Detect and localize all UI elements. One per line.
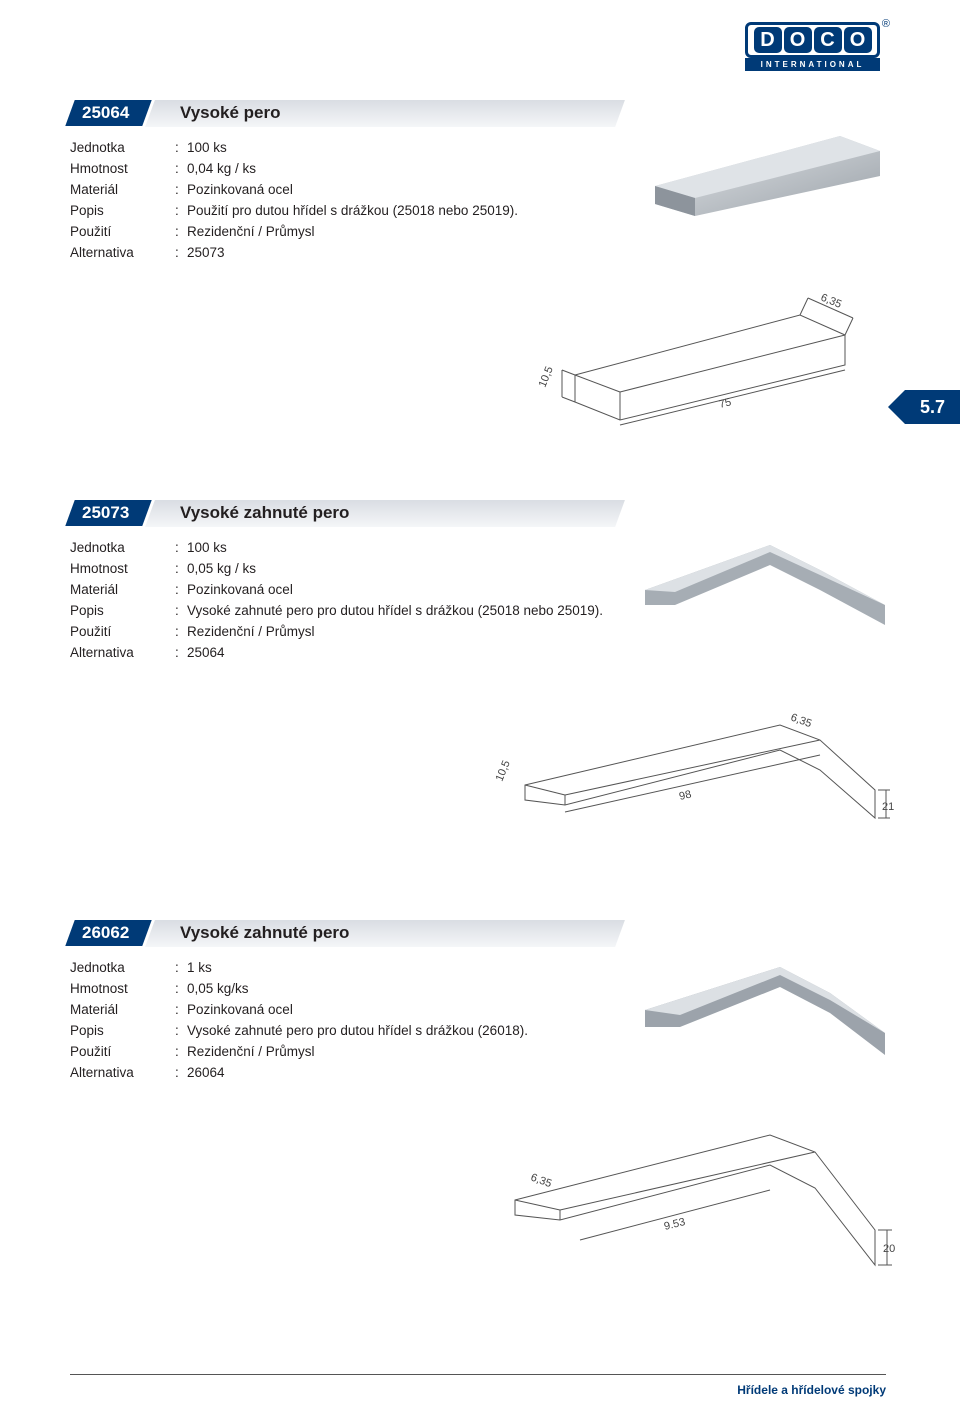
section-header: 26062 Vysoké zahnuté pero: [70, 920, 890, 950]
product-photo: [640, 955, 890, 1070]
spec-value: 25064: [187, 643, 890, 664]
product-code: 25064: [82, 103, 129, 123]
spec-label: Popis: [70, 1021, 175, 1042]
spec-label: Popis: [70, 201, 175, 222]
logo-letter: O: [844, 27, 872, 53]
footer-divider: [70, 1374, 886, 1375]
spec-label: Materiál: [70, 1000, 175, 1021]
dim-width: 6,35: [529, 1172, 553, 1191]
spec-label: Hmotnost: [70, 159, 175, 180]
technical-drawing: 10,5 6,35 75: [520, 280, 880, 435]
spec-label: Hmotnost: [70, 979, 175, 1000]
footer-category: Hřídele a hřídelové spojky: [737, 1383, 886, 1397]
spec-row: Alternativa:25073: [70, 243, 890, 264]
spec-row: Alternativa:25064: [70, 643, 890, 664]
product-title: Vysoké zahnuté pero: [180, 923, 349, 943]
dim-end: 21: [882, 801, 894, 813]
spec-label: Použití: [70, 1042, 175, 1063]
spec-label: Alternativa: [70, 643, 175, 664]
page-side-tab: 5.7: [905, 390, 960, 424]
spec-label: Alternativa: [70, 1063, 175, 1084]
bent-bar-photo-icon: [640, 955, 890, 1065]
product-title: Vysoké zahnuté pero: [180, 503, 349, 523]
product-code: 25073: [82, 503, 129, 523]
bar-photo-icon: [640, 116, 880, 226]
product-code: 26062: [82, 923, 129, 943]
spec-label: Materiál: [70, 180, 175, 201]
dim-end: 20: [883, 1243, 895, 1255]
spec-value: 25073: [187, 243, 890, 264]
dim-length: 98: [678, 788, 693, 802]
logo-letter: C: [814, 27, 842, 53]
registered-icon: ®: [882, 18, 890, 30]
spec-label: Jednotka: [70, 538, 175, 559]
spec-label: Jednotka: [70, 958, 175, 979]
logo-letter: D: [754, 27, 782, 53]
section-header: 25073 Vysoké zahnuté pero: [70, 500, 890, 530]
product-code-badge: 25073: [65, 500, 152, 526]
dim-height: 10,5: [537, 365, 556, 389]
dim-length: 9.53: [663, 1216, 687, 1233]
dim-height: 10,5: [494, 759, 513, 783]
brand-logo: D O C O INTERNATIONAL: [745, 22, 880, 71]
product-title: Vysoké pero: [180, 103, 280, 123]
spec-label: Alternativa: [70, 243, 175, 264]
logo-letters: D O C O: [745, 22, 880, 58]
bent-bar-photo-icon: [640, 530, 890, 640]
technical-drawing: 6,35 9.53 20: [470, 1110, 900, 1335]
product-code-badge: 25064: [65, 100, 152, 126]
product-photo: [640, 530, 890, 645]
technical-drawing: 10,5 6,35 98 21: [480, 700, 900, 875]
product-photo: [640, 116, 880, 231]
spec-label: Použití: [70, 622, 175, 643]
side-tab-text: 5.7: [920, 397, 945, 418]
logo-letter: O: [784, 27, 812, 53]
spec-label: Jednotka: [70, 138, 175, 159]
spec-label: Popis: [70, 601, 175, 622]
dim-width: 6,35: [789, 712, 813, 731]
logo-tagline: INTERNATIONAL: [745, 58, 880, 71]
spec-label: Hmotnost: [70, 559, 175, 580]
product-code-badge: 26062: [65, 920, 152, 946]
spec-label: Materiál: [70, 580, 175, 601]
spec-label: Použití: [70, 222, 175, 243]
